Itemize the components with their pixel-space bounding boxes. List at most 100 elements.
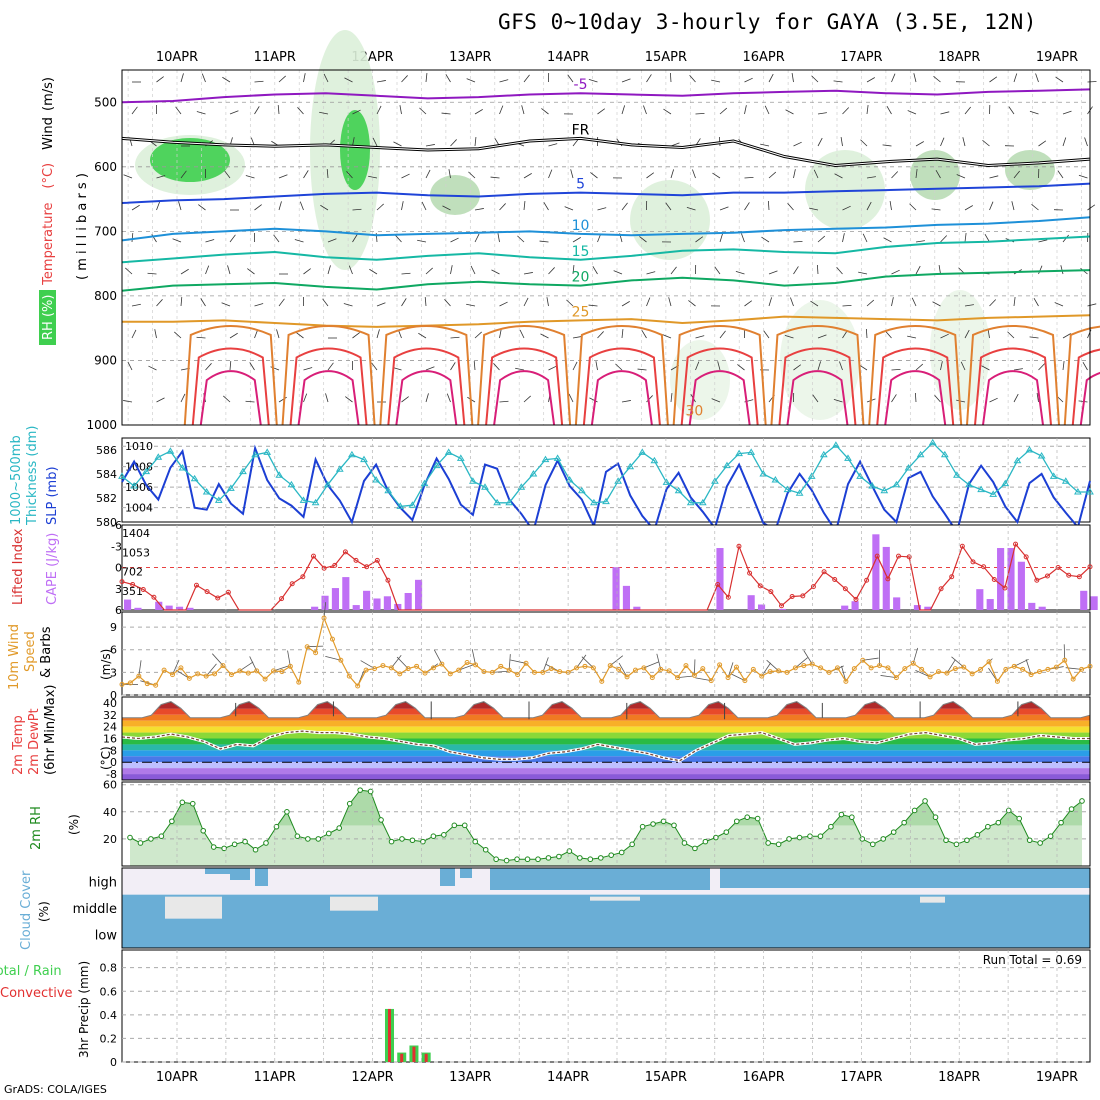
cloud-middle-gap <box>920 896 945 903</box>
rh-point <box>252 846 259 853</box>
lifted-index-point <box>885 576 891 582</box>
wind-barb <box>369 268 378 275</box>
wind-barb <box>935 170 941 179</box>
lifted-index-point <box>949 574 955 580</box>
wind-barb <box>450 237 459 243</box>
rh-point <box>346 800 353 807</box>
wind-barb <box>1038 239 1048 243</box>
cloud-high-block <box>230 868 250 880</box>
wind-barb <box>348 265 353 275</box>
wind-speed-point <box>860 657 866 663</box>
thickness-point <box>227 484 235 491</box>
wind-speed-point <box>456 667 462 673</box>
rh-point <box>1005 807 1012 814</box>
isotherm-warm-dome <box>1079 372 1100 426</box>
wind-barb <box>499 203 506 211</box>
rh-point <box>849 814 855 821</box>
wind-barb <box>156 299 163 307</box>
thickness-point <box>892 480 901 488</box>
isotherm-warm-dome <box>395 370 458 426</box>
wind-barb <box>180 170 187 179</box>
wind-barb <box>597 331 604 339</box>
isotherm-warm-dome <box>199 370 262 426</box>
lifted-index-point <box>736 543 742 549</box>
wind-barb <box>695 236 704 243</box>
wind-barb <box>646 395 653 403</box>
thickness-point <box>1086 488 1094 495</box>
wind-speed-point <box>380 663 386 669</box>
thickness-point <box>311 498 320 506</box>
wind-barb <box>131 303 141 307</box>
thickness-point <box>807 472 816 479</box>
wind-barb <box>344 77 353 83</box>
cape-bar <box>363 590 371 610</box>
wind-speed-point <box>498 663 504 669</box>
wind-barb <box>548 169 553 179</box>
rh-point <box>985 823 991 830</box>
rh-point <box>284 809 290 815</box>
rh-point <box>409 837 416 844</box>
wind-speed-point <box>1062 657 1068 663</box>
wind-barb <box>229 332 238 339</box>
wind-barb <box>254 80 264 83</box>
wind-barb <box>790 297 794 307</box>
cloud-high-block <box>255 868 268 886</box>
wind-barb <box>178 201 182 211</box>
rh-point <box>179 799 186 806</box>
cape-bar <box>716 548 724 610</box>
thickness-point <box>505 498 514 506</box>
wind-barb-10m <box>287 650 291 667</box>
rh-point <box>315 836 322 842</box>
rh-point <box>1047 833 1054 839</box>
wind-speed-point <box>776 668 782 674</box>
wind-speed-point <box>632 667 638 673</box>
wind-barb <box>590 172 598 179</box>
wind-barb <box>1084 137 1088 147</box>
thickness-point <box>142 467 151 475</box>
wind-barb <box>641 330 647 339</box>
date-label-bottom: 10APR <box>156 1070 198 1085</box>
lifted-index-point <box>959 543 965 549</box>
isotherm-warm-dome <box>387 347 466 426</box>
date-label-bottom: 12APR <box>351 1070 393 1085</box>
lifted-index-point <box>970 559 976 565</box>
wind-barb <box>303 367 313 371</box>
wind-barb <box>229 110 239 115</box>
thickness-point <box>590 498 598 506</box>
y-tick-label: 6 <box>115 604 122 617</box>
wind-barb <box>686 206 696 211</box>
wind-barb <box>156 175 166 179</box>
rh-point <box>890 829 897 835</box>
rh-point <box>618 849 625 856</box>
thickness-point <box>166 447 175 454</box>
cape-bar <box>404 592 412 610</box>
wind-barb <box>982 140 990 147</box>
thickness-point <box>819 450 828 458</box>
wind-speed-point <box>363 667 369 673</box>
y-tick-label: 40 <box>103 806 117 819</box>
wind-barb <box>816 264 819 275</box>
thickness-point <box>408 501 417 508</box>
wind-barb <box>156 76 164 83</box>
isotherm-warm-dome <box>982 370 1044 426</box>
ylabel-part: CAPE (J/kg) <box>45 533 60 605</box>
cloud-high-block <box>620 868 710 890</box>
wind-panel-border <box>121 611 1091 696</box>
wind-barb <box>1038 140 1047 147</box>
y-tick-label: 40 <box>103 697 117 710</box>
wind-barb-10m <box>677 675 694 679</box>
date-label-top: 10APR <box>156 50 198 65</box>
cape-bar <box>1080 590 1088 610</box>
rh-point <box>493 856 499 863</box>
wind-barb <box>621 105 626 115</box>
cape-bar <box>1028 602 1036 610</box>
wind-barb <box>621 78 631 83</box>
wind-barb <box>637 368 647 371</box>
wind-barb-10m <box>727 662 734 678</box>
date-label-top: 11APR <box>254 50 296 65</box>
wind-barb <box>809 207 819 211</box>
lifted-index-point <box>353 557 359 563</box>
isotherm-label: -5 <box>574 77 588 93</box>
ylabel-part: 1000~500mb <box>9 435 24 525</box>
wind-barb <box>499 301 508 307</box>
